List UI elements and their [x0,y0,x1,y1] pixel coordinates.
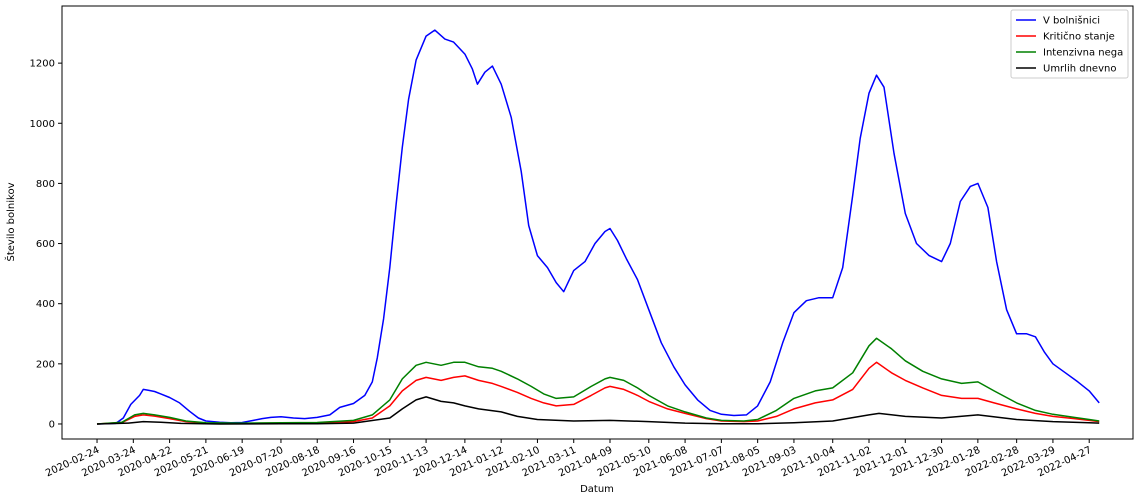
series-line-4 [96,396,1100,425]
series-group [96,29,1100,425]
legend-label: V bolnišnici [1043,15,1100,27]
x-axis-label: Datum [580,484,614,495]
legend-label: Kritično stanje [1043,31,1115,43]
series-line-3 [96,337,1100,425]
y-tick-label: 400 [36,299,55,310]
plot-area [61,5,1134,440]
y-tick-label: 1000 [30,119,55,130]
legend-label: Intenzivna nega [1043,48,1123,59]
y-tick-label: 800 [36,179,55,190]
x-axis-ticks: 2020-02-242020-03-242020-04-222020-05-21… [44,439,1093,479]
legend-label: Umrlih dnevno [1043,64,1116,75]
series-line-1 [96,29,1100,425]
legend-box [1010,9,1129,79]
y-axis-label: Število bolnikov [4,182,17,261]
y-tick-label: 600 [36,239,55,250]
legend: V bolnišnici Kritično stanje Intenzivna ne… [1010,9,1129,79]
y-tick-label: 200 [36,359,55,370]
y-axis-ticks: 0 200 400 600 800 1000 1200 [30,59,62,430]
y-tick-label: 0 [49,419,55,430]
y-tick-label: 1200 [30,59,55,70]
